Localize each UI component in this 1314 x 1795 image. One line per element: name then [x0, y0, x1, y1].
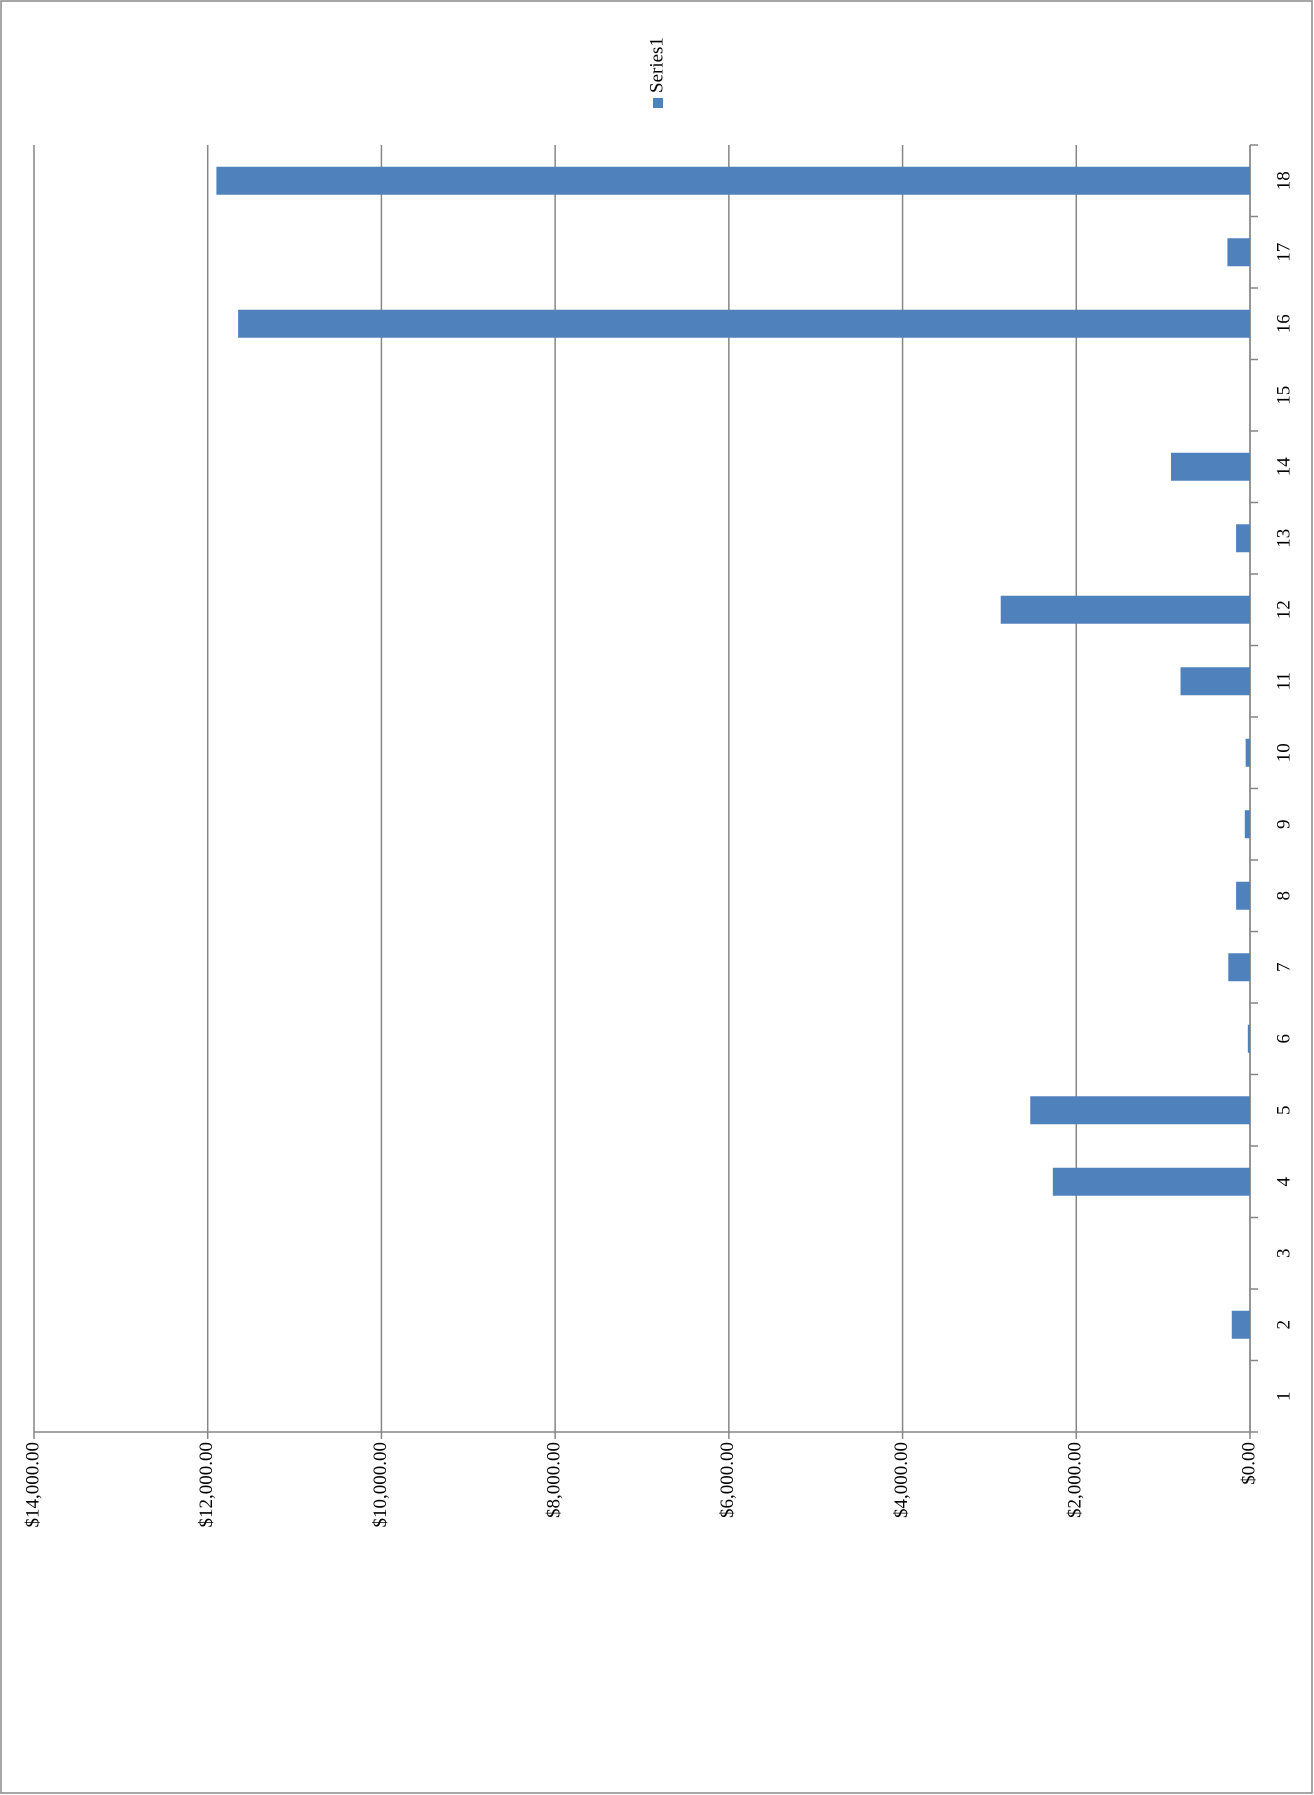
y-tick-label: 2 — [1273, 1320, 1294, 1330]
bar — [1247, 1024, 1250, 1053]
x-tick-label: $10,000.00 — [370, 1442, 391, 1528]
y-tick-label: 9 — [1273, 820, 1294, 830]
bar — [1245, 738, 1250, 767]
y-tick-label: 13 — [1273, 529, 1294, 548]
x-tick-label: $6,000.00 — [717, 1442, 738, 1518]
x-tick-label: $0.00 — [1238, 1442, 1259, 1485]
y-tick-label: 4 — [1273, 1177, 1294, 1187]
x-tick-label: $4,000.00 — [891, 1442, 912, 1518]
y-tick-label: 10 — [1273, 743, 1294, 762]
y-tick-label: 6 — [1273, 1034, 1294, 1044]
bar — [238, 309, 1251, 338]
y-tick-label: 5 — [1273, 1106, 1294, 1116]
x-tick-label: $8,000.00 — [544, 1442, 565, 1518]
bar — [1030, 1096, 1250, 1125]
bar — [1227, 238, 1250, 267]
bar — [1244, 810, 1250, 839]
legend-label: Series1 — [646, 37, 667, 93]
y-tick-label: 8 — [1273, 891, 1294, 901]
y-tick-label: 18 — [1273, 171, 1294, 190]
y-tick-label: 17 — [1273, 243, 1294, 262]
y-tick-label: 11 — [1273, 672, 1294, 690]
bar — [216, 166, 1250, 195]
bar — [1180, 667, 1250, 696]
bar — [1236, 524, 1250, 553]
y-tick-label: 14 — [1273, 457, 1294, 477]
y-tick-label: 3 — [1273, 1249, 1294, 1259]
bar — [1170, 452, 1250, 481]
legend-marker — [653, 98, 663, 108]
bar — [1231, 1310, 1250, 1339]
bar — [1052, 1167, 1250, 1196]
y-tick-label: 7 — [1273, 963, 1294, 973]
x-tick-label: $12,000.00 — [196, 1442, 217, 1528]
y-tick-label: 15 — [1273, 386, 1294, 405]
x-tick-label: $14,000.00 — [22, 1442, 43, 1528]
bar — [1236, 881, 1250, 910]
bar — [1228, 953, 1250, 982]
y-tick-label: 1 — [1273, 1392, 1294, 1402]
x-tick-label: $2,000.00 — [1065, 1442, 1086, 1518]
bar — [1000, 595, 1250, 624]
y-tick-label: 12 — [1273, 600, 1294, 619]
y-tick-label: 16 — [1273, 314, 1294, 333]
